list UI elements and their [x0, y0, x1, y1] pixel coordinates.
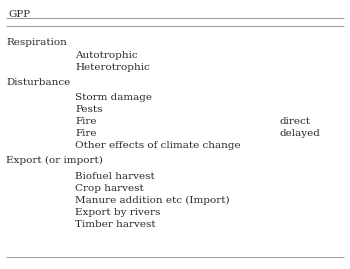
Text: Autotrophic: Autotrophic: [75, 51, 138, 60]
Text: Pests: Pests: [75, 105, 103, 114]
Text: Crop harvest: Crop harvest: [75, 184, 144, 193]
Text: Fire: Fire: [75, 129, 97, 138]
Text: GPP: GPP: [8, 10, 30, 19]
Text: Timber harvest: Timber harvest: [75, 220, 156, 229]
Text: Fire: Fire: [75, 117, 97, 126]
Text: Heterotrophic: Heterotrophic: [75, 63, 150, 72]
Text: Manure addition etc (Import): Manure addition etc (Import): [75, 196, 230, 205]
Text: Respiration: Respiration: [6, 38, 67, 47]
Text: Other effects of climate change: Other effects of climate change: [75, 141, 241, 150]
Text: Storm damage: Storm damage: [75, 93, 152, 102]
Text: Export by rivers: Export by rivers: [75, 208, 160, 217]
Text: direct: direct: [280, 117, 311, 126]
Text: Export (or import): Export (or import): [6, 156, 103, 165]
Text: Biofuel harvest: Biofuel harvest: [75, 172, 155, 181]
Text: delayed: delayed: [280, 129, 321, 138]
Text: Disturbance: Disturbance: [6, 78, 70, 87]
